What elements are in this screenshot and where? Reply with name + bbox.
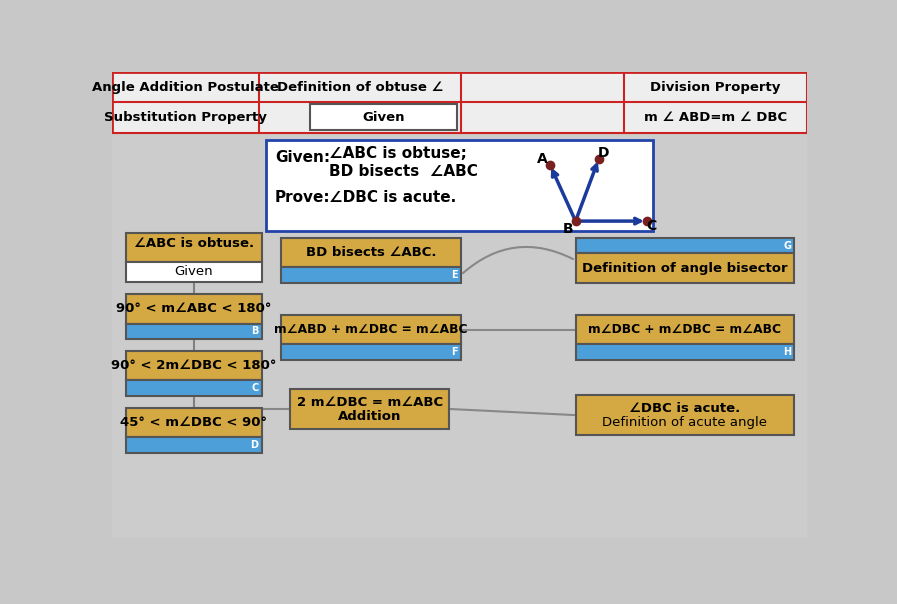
Text: ∠DBC is acute.: ∠DBC is acute.	[629, 402, 741, 415]
Text: BD bisects ∠ABC.: BD bisects ∠ABC.	[306, 246, 436, 259]
Bar	[576, 395, 794, 435]
Text: A: A	[537, 152, 548, 167]
Bar	[281, 344, 461, 360]
Bar	[281, 238, 461, 268]
Text: 90° < 2m∠DBC < 180°: 90° < 2m∠DBC < 180°	[111, 359, 276, 372]
Bar	[576, 238, 794, 254]
Bar	[126, 381, 262, 396]
Text: ∠DBC is acute.: ∠DBC is acute.	[329, 190, 457, 205]
Text: Division Property: Division Property	[650, 80, 780, 94]
Text: Given:: Given:	[274, 150, 330, 165]
Text: B: B	[562, 222, 573, 236]
Text: BD bisects  ∠ABC: BD bisects ∠ABC	[329, 164, 478, 179]
Text: B: B	[251, 326, 258, 336]
Text: Angle Addition Postulate: Angle Addition Postulate	[92, 80, 279, 94]
Bar	[126, 324, 262, 339]
Bar	[291, 389, 449, 429]
Text: m∠ABD + m∠DBC = m∠ABC: m∠ABD + m∠DBC = m∠ABC	[274, 323, 467, 336]
Bar	[576, 254, 794, 283]
Bar	[266, 140, 653, 231]
Text: m∠DBC + m∠DBC = m∠ABC: m∠DBC + m∠DBC = m∠ABC	[588, 323, 781, 336]
Text: ∠ABC is obtuse.: ∠ABC is obtuse.	[134, 237, 254, 250]
Text: ∠ABC is obtuse;: ∠ABC is obtuse;	[329, 146, 467, 161]
Text: 45° < m∠DBC < 90°: 45° < m∠DBC < 90°	[120, 416, 267, 429]
Text: Given: Given	[362, 111, 405, 124]
Bar	[576, 315, 794, 344]
Bar	[126, 262, 262, 282]
Text: F: F	[451, 347, 457, 357]
Bar	[126, 408, 262, 437]
Bar	[576, 344, 794, 360]
Bar	[281, 315, 461, 344]
Text: Substitution Property: Substitution Property	[104, 111, 267, 124]
Text: Prove:: Prove:	[274, 190, 330, 205]
Text: D: D	[597, 146, 609, 160]
Text: 90° < m∠ABC < 180°: 90° < m∠ABC < 180°	[117, 303, 272, 315]
Bar	[126, 233, 262, 262]
Bar	[126, 351, 262, 381]
Text: C: C	[251, 383, 258, 393]
Bar	[281, 268, 461, 283]
Bar	[112, 132, 807, 538]
Bar	[126, 294, 262, 324]
Text: m ∠ ABD=m ∠ DBC: m ∠ ABD=m ∠ DBC	[643, 111, 787, 124]
Bar	[309, 104, 457, 130]
Text: Definition of obtuse ∠: Definition of obtuse ∠	[277, 80, 443, 94]
Text: Definition of acute angle: Definition of acute angle	[603, 416, 767, 429]
Text: Given: Given	[175, 265, 213, 278]
Text: Definition of angle bisector: Definition of angle bisector	[582, 262, 788, 275]
Text: H: H	[783, 347, 791, 357]
Text: 2 m∠DBC = m∠ABC: 2 m∠DBC = m∠ABC	[297, 396, 443, 410]
Bar	[126, 437, 262, 453]
Bar	[112, 72, 807, 132]
Text: Addition: Addition	[338, 410, 402, 423]
Text: G: G	[783, 241, 791, 251]
Text: E: E	[451, 270, 457, 280]
Text: D: D	[250, 440, 258, 450]
Text: C: C	[647, 219, 657, 234]
